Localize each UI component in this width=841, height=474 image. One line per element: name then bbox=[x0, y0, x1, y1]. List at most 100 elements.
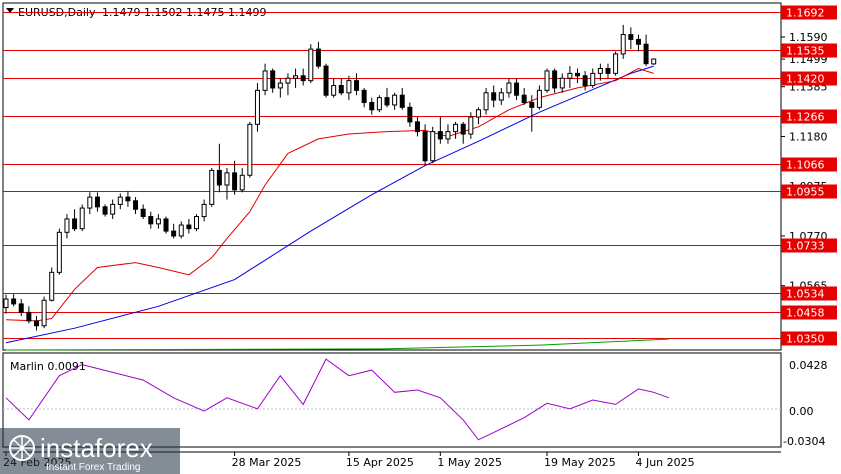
level-label-box bbox=[781, 157, 837, 172]
x-tick-label: 19 May 2025 bbox=[544, 456, 616, 469]
candle-body bbox=[445, 131, 451, 140]
candle-body bbox=[422, 131, 428, 162]
level-label: 1.1066 bbox=[786, 159, 825, 172]
candle-body bbox=[87, 196, 93, 209]
candle-body bbox=[597, 68, 603, 74]
candle-body bbox=[26, 311, 32, 322]
candle-body bbox=[590, 72, 596, 87]
candle-body bbox=[567, 72, 573, 79]
x-tick-label: 1 May 2025 bbox=[437, 456, 502, 469]
candle-body bbox=[94, 196, 100, 208]
level-label-box bbox=[781, 305, 837, 320]
marlin-tick-zero: 0.00 bbox=[789, 405, 814, 418]
main-pane bbox=[2, 2, 782, 351]
candle-body bbox=[437, 131, 443, 140]
candle-body bbox=[552, 70, 558, 89]
candle-body bbox=[133, 200, 139, 210]
level-label-box bbox=[781, 331, 837, 346]
candle-body bbox=[49, 271, 55, 301]
level-label-box bbox=[781, 43, 837, 58]
candle-body bbox=[285, 77, 291, 84]
candle-body bbox=[125, 196, 131, 202]
candle-body bbox=[171, 230, 177, 237]
candle-body bbox=[361, 89, 367, 103]
candle-body bbox=[155, 218, 161, 225]
candle-body bbox=[529, 101, 535, 108]
candle-body bbox=[56, 231, 62, 273]
candle-body bbox=[468, 116, 474, 135]
ma-long-line bbox=[5, 338, 669, 351]
level-label: 1.0458 bbox=[786, 307, 825, 320]
candle-body bbox=[369, 101, 375, 111]
level-label-box bbox=[781, 5, 837, 20]
candle-body bbox=[399, 94, 405, 108]
level-label-box bbox=[781, 286, 837, 301]
candle-body bbox=[64, 218, 70, 233]
level-label-box bbox=[781, 71, 837, 86]
level-label: 1.0733 bbox=[786, 240, 825, 253]
candle-body bbox=[475, 109, 481, 118]
x-tick-label: 15 Apr 2025 bbox=[346, 456, 414, 469]
ma-slow-line bbox=[5, 65, 654, 344]
candle-body bbox=[620, 34, 626, 55]
candle-body bbox=[262, 70, 268, 91]
marlin-label: Marlin 0.0091 bbox=[10, 360, 86, 373]
candle-body bbox=[209, 169, 215, 205]
candle-body bbox=[254, 89, 260, 125]
watermark-tagline: Instant Forex Trading bbox=[46, 462, 141, 473]
candle-body bbox=[453, 123, 459, 133]
candle-body bbox=[613, 53, 619, 74]
candle-body bbox=[407, 106, 413, 123]
level-label: 1.0350 bbox=[786, 333, 825, 346]
collapse-triangle-icon[interactable] bbox=[6, 8, 14, 13]
candle-body bbox=[140, 208, 146, 218]
candle-body bbox=[232, 172, 238, 191]
candle-body bbox=[201, 203, 207, 218]
candle-body bbox=[33, 320, 39, 327]
level-label-box bbox=[781, 109, 837, 124]
candle-body bbox=[247, 123, 253, 176]
candle-body bbox=[186, 224, 192, 230]
candle-body bbox=[498, 92, 504, 101]
candle-body bbox=[194, 216, 199, 230]
watermark-brand: instaforex bbox=[40, 433, 153, 463]
candle-body bbox=[460, 123, 466, 135]
candle-body bbox=[224, 172, 230, 186]
candle-body bbox=[79, 207, 85, 230]
level-label: 1.1535 bbox=[786, 45, 825, 58]
candle-body bbox=[331, 85, 337, 96]
candle-body bbox=[323, 65, 329, 96]
level-label-box bbox=[781, 184, 837, 199]
candle-body bbox=[117, 196, 123, 205]
candle-body bbox=[483, 92, 489, 111]
candle-body bbox=[216, 169, 222, 186]
candle-body bbox=[582, 75, 588, 87]
candle-body bbox=[3, 298, 9, 309]
candle-body bbox=[308, 48, 314, 82]
candle-body bbox=[41, 299, 47, 327]
candle-body bbox=[414, 121, 420, 133]
candle-body bbox=[239, 174, 245, 191]
candle-body bbox=[559, 77, 565, 89]
marlin-line bbox=[5, 358, 670, 441]
instaforex-logo: instaforex Instant Forex Trading bbox=[0, 428, 180, 474]
y-tick-label: 1.1180 bbox=[789, 130, 828, 143]
candle-body bbox=[354, 80, 360, 91]
candle-body bbox=[651, 58, 657, 65]
candle-body bbox=[430, 131, 436, 162]
candle-body bbox=[544, 70, 550, 91]
x-tick-label: 4 Jun 2025 bbox=[635, 456, 694, 469]
candle-body bbox=[635, 38, 641, 45]
level-label-box bbox=[781, 238, 837, 253]
candle-body bbox=[18, 303, 24, 313]
candle-body bbox=[491, 92, 497, 101]
candle-body bbox=[392, 94, 398, 106]
marlin-tick-low: -0.0304 bbox=[783, 435, 825, 448]
candle-body bbox=[514, 82, 520, 96]
candle-body bbox=[346, 80, 352, 94]
candle-body bbox=[293, 75, 299, 79]
candle-body bbox=[575, 72, 580, 77]
candle-body bbox=[148, 216, 154, 225]
candle-body bbox=[300, 75, 306, 82]
